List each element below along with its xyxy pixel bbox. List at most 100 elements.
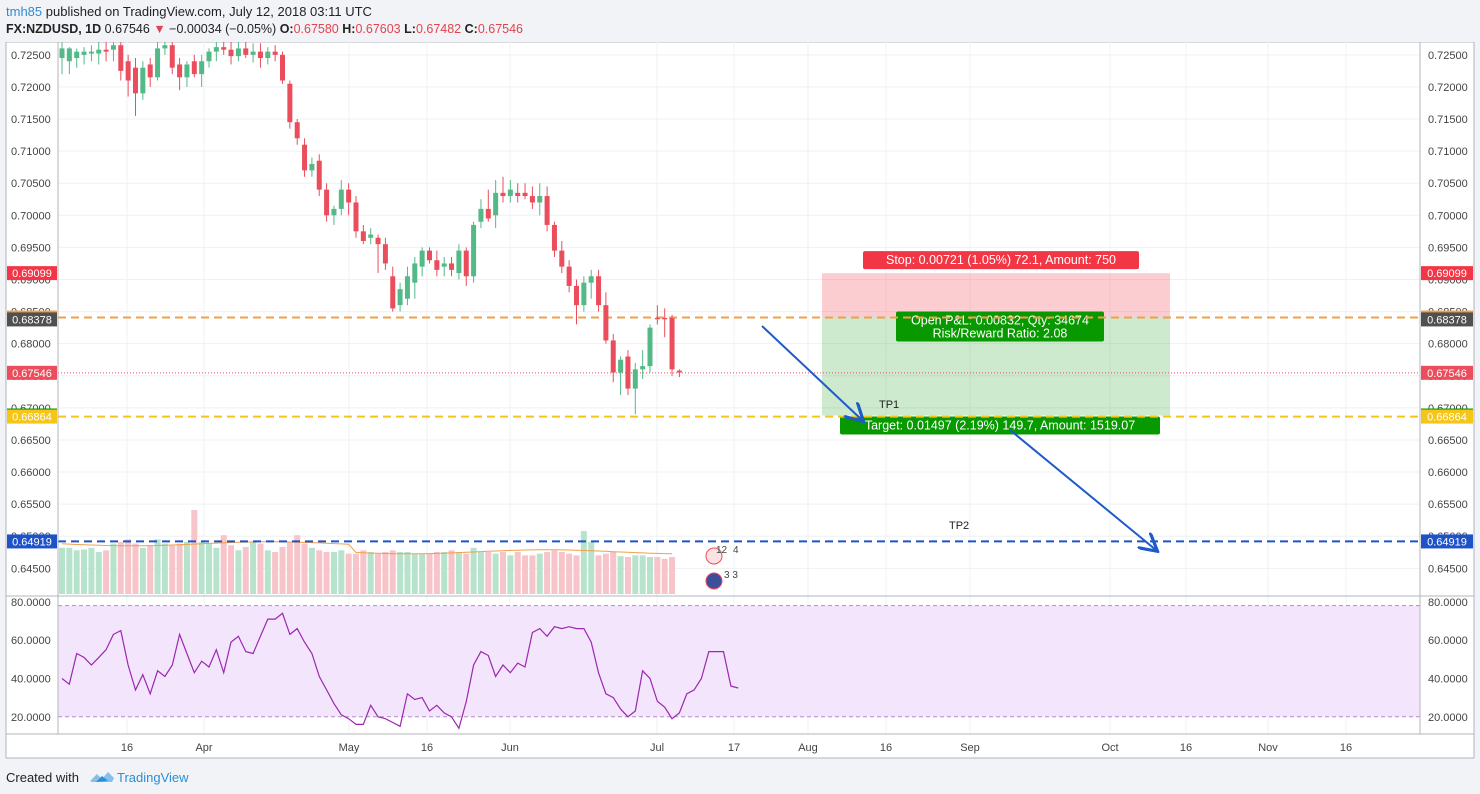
candle-body <box>551 224 557 251</box>
tradingview-logo-icon[interactable] <box>88 766 198 788</box>
price-tag-right: 0.69099 <box>1427 268 1467 280</box>
price-tick-left: 0.69500 <box>11 242 51 254</box>
volume-bar <box>338 550 345 594</box>
candle-body <box>331 208 337 216</box>
candle-body <box>199 61 205 75</box>
price-tag-right: 0.68378 <box>1427 314 1467 326</box>
candle-body <box>537 196 543 203</box>
candle-body <box>478 208 484 222</box>
candle-body <box>147 64 153 78</box>
time-tick: 16 <box>1180 742 1192 754</box>
publisher-link[interactable]: tmh85 <box>6 4 43 19</box>
candle-body <box>360 231 366 241</box>
candle-body <box>397 289 403 306</box>
volume-bar <box>301 543 308 594</box>
volume-bar <box>573 555 580 594</box>
low-value: 0.67482 <box>415 22 462 36</box>
volume-bar <box>279 546 286 594</box>
volume-bar <box>345 553 352 594</box>
price-tick-left: 0.70500 <box>11 178 51 190</box>
stop-label-bg <box>863 251 1139 270</box>
candle-body <box>324 189 330 216</box>
price-tick-right: 0.66000 <box>1428 467 1468 479</box>
volume-bar <box>426 553 433 594</box>
candle-body <box>118 45 124 71</box>
volume-bar <box>485 552 492 594</box>
pnl-label-bg <box>896 311 1104 342</box>
candle-body <box>243 48 249 55</box>
axes: 0.72500 0.72500 0.72000 0.72000 0.71500 0.715… <box>6 42 1474 754</box>
horizontal-lines[interactable] <box>58 316 1420 543</box>
volume-bar <box>161 543 168 594</box>
time-tick: Aug <box>798 742 818 754</box>
down-triangle-icon: ▼ <box>153 22 166 36</box>
arrow-to-tp2 <box>1009 429 1156 550</box>
volume-bar <box>397 552 404 594</box>
volume-bar <box>514 552 521 594</box>
candle-body <box>522 192 528 197</box>
volume-bar <box>375 553 382 594</box>
symbol-label: FX:NZDUSD, 1D <box>6 22 102 36</box>
volume-bar <box>507 555 514 594</box>
volume-bar <box>206 543 212 594</box>
volume-bar <box>353 553 359 594</box>
price-tick-right: 0.71500 <box>1428 114 1468 126</box>
candle-body <box>221 47 227 50</box>
symbol-info: FX:NZDUSD, 1D 0.67546 ▼ −0.00034 (−0.05%… <box>6 22 523 36</box>
position-tool[interactable]: Stop: 0.00721 (1.05%) 72.1, Amount: 750 O… <box>822 251 1170 435</box>
candle-body <box>184 64 190 78</box>
candle-body <box>625 356 631 389</box>
time-tick: 16 <box>121 742 133 754</box>
volume-bar <box>367 552 374 594</box>
candle-body <box>419 250 425 267</box>
candle-body <box>603 305 609 341</box>
volume-bar <box>580 531 587 594</box>
annotations[interactable]: TP1 TP2 12 4 3 3 <box>705 325 1156 590</box>
volume-bar <box>272 552 279 594</box>
volume-bar <box>595 555 602 594</box>
badge-count-3: 3 3 <box>724 570 738 581</box>
candle-body <box>566 266 572 286</box>
volume-bar <box>264 550 271 594</box>
price-tag-right-bg <box>1421 312 1473 327</box>
volume-bar <box>139 547 146 594</box>
price-tick-left: 0.68000 <box>11 339 51 351</box>
volume-bar <box>88 547 95 594</box>
volume-bar <box>81 549 88 594</box>
candle-body <box>140 67 146 94</box>
price-tag-right-bg <box>1421 409 1473 424</box>
price-change: −0.00034 (−0.05%) <box>169 22 277 36</box>
candle-body <box>316 160 322 190</box>
price-tag-right: 0.67546 <box>1427 368 1467 380</box>
candle-body <box>110 45 116 50</box>
price-tag-left: 0.67546 <box>12 368 52 380</box>
candles <box>59 42 682 415</box>
time-tick: Jun <box>501 742 519 754</box>
volume-bar <box>558 552 565 594</box>
rsi-tick-left: 80.0000 <box>11 597 51 609</box>
volume-bar <box>492 553 499 594</box>
volume-bar <box>441 552 448 594</box>
candle-body <box>280 54 285 81</box>
candle-body <box>309 163 315 171</box>
tradingview-brand[interactable]: TradingView <box>117 770 189 785</box>
volume-bar <box>95 552 102 594</box>
time-tick: Oct <box>1101 742 1118 754</box>
candle-body <box>515 192 521 197</box>
volume-bar <box>316 550 323 594</box>
volume-bar <box>536 553 543 594</box>
price-tick-right: 0.68000 <box>1428 339 1468 351</box>
volume-bar <box>419 553 426 594</box>
rsi-tick-left: 60.0000 <box>11 635 51 647</box>
time-tick: 16 <box>880 742 892 754</box>
last-price: 0.67546 <box>104 22 150 36</box>
price-tag-right-bg <box>1421 365 1473 380</box>
volume-bar <box>132 543 139 594</box>
volume-bar <box>323 552 330 594</box>
high-label: H: <box>342 22 356 36</box>
price-tick-right: 0.71000 <box>1428 146 1468 158</box>
rsi-tick-right: 40.0000 <box>1428 673 1468 685</box>
candle-body <box>66 48 72 62</box>
chart-canvas[interactable]: Stop: 0.00721 (1.05%) 72.1, Amount: 750 O… <box>0 42 1480 762</box>
candle-body <box>191 61 197 75</box>
